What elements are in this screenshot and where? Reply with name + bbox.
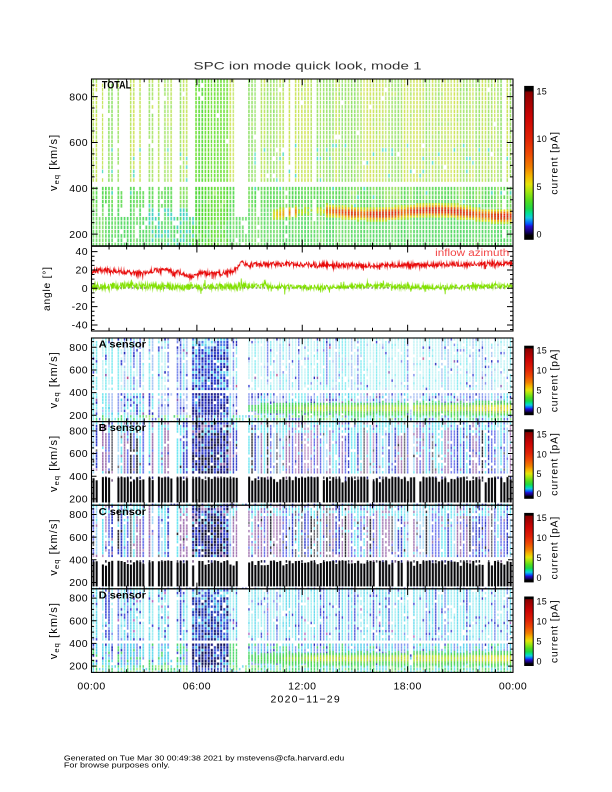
svg-text:200: 200 — [69, 661, 88, 673]
svg-text:12:00: 12:00 — [288, 681, 316, 693]
svg-text:B sensor: B sensor — [99, 423, 146, 434]
svg-text:-20: -20 — [72, 301, 88, 313]
svg-text:current [pA]: current [pA] — [550, 349, 561, 412]
svg-text:0: 0 — [537, 656, 542, 666]
svg-text:D sensor: D sensor — [99, 590, 146, 601]
svg-text:TOTAL: TOTAL — [102, 80, 131, 92]
svg-text:15: 15 — [537, 597, 548, 607]
svg-text:veq [km/s]: veq [km/s] — [48, 134, 61, 191]
svg-text:200: 200 — [69, 493, 88, 505]
svg-text:5: 5 — [537, 469, 542, 479]
svg-text:0: 0 — [82, 283, 88, 295]
svg-text:400: 400 — [69, 387, 88, 399]
svg-text:10: 10 — [537, 616, 548, 626]
svg-text:current [pA]: current [pA] — [550, 131, 561, 194]
svg-text:00:00: 00:00 — [499, 681, 527, 693]
svg-text:Generated on Tue Mar 30 00:49:: Generated on Tue Mar 30 00:49:38 2021 by… — [64, 755, 345, 762]
svg-text:current [pA]: current [pA] — [550, 432, 561, 495]
svg-text:inflow azimuth: inflow azimuth — [435, 248, 509, 259]
svg-text:200: 200 — [69, 410, 88, 422]
svg-text:15: 15 — [537, 429, 548, 439]
svg-text:current [pA]: current [pA] — [550, 600, 561, 663]
svg-text:10: 10 — [537, 449, 548, 459]
svg-text:0: 0 — [537, 573, 542, 583]
svg-text:800: 800 — [69, 509, 88, 521]
svg-text:400: 400 — [69, 638, 88, 650]
svg-text:5: 5 — [537, 553, 542, 563]
svg-text:current [pA]: current [pA] — [550, 516, 561, 579]
svg-text:C sensor: C sensor — [99, 507, 146, 518]
svg-text:For browse purposes only.: For browse purposes only. — [64, 763, 170, 770]
svg-text:400: 400 — [69, 554, 88, 566]
svg-text:0: 0 — [537, 406, 542, 416]
svg-text:SPC ion mode quick look, mode: SPC ion mode quick look, mode 1 — [194, 61, 422, 73]
svg-text:A sensor: A sensor — [99, 340, 146, 351]
svg-text:5: 5 — [537, 182, 542, 192]
svg-text:veq [km/s]: veq [km/s] — [48, 435, 61, 492]
svg-text:5: 5 — [537, 636, 542, 646]
svg-text:veq [km/s]: veq [km/s] — [48, 518, 61, 575]
svg-text:400: 400 — [69, 471, 88, 483]
svg-text:-40: -40 — [72, 320, 88, 332]
svg-text:0: 0 — [537, 230, 542, 240]
svg-text:20: 20 — [76, 265, 88, 277]
svg-text:00:00: 00:00 — [77, 681, 105, 693]
svg-text:10: 10 — [537, 533, 548, 543]
svg-text:600: 600 — [69, 365, 88, 377]
svg-text:veq [km/s]: veq [km/s] — [48, 351, 61, 408]
svg-text:600: 600 — [69, 448, 88, 460]
svg-text:2020−11−29: 2020−11−29 — [271, 694, 341, 706]
svg-text:800: 800 — [69, 593, 88, 605]
svg-text:800: 800 — [69, 91, 88, 103]
svg-text:15: 15 — [537, 86, 548, 96]
svg-text:10: 10 — [537, 366, 548, 376]
svg-text:06:00: 06:00 — [183, 681, 211, 693]
svg-text:800: 800 — [69, 426, 88, 438]
svg-text:15: 15 — [537, 346, 548, 356]
svg-text:800: 800 — [69, 342, 88, 354]
svg-text:40: 40 — [76, 246, 88, 258]
svg-text:200: 200 — [69, 577, 88, 589]
svg-text:veq [km/s]: veq [km/s] — [48, 602, 61, 659]
svg-text:18:00: 18:00 — [393, 681, 421, 693]
svg-text:600: 600 — [69, 137, 88, 149]
svg-text:10: 10 — [537, 134, 548, 144]
svg-text:angle [°]: angle [°] — [42, 266, 53, 311]
svg-text:0: 0 — [537, 489, 542, 499]
svg-text:200: 200 — [69, 229, 88, 241]
svg-text:5: 5 — [537, 386, 542, 396]
svg-text:400: 400 — [69, 183, 88, 195]
svg-text:600: 600 — [69, 615, 88, 627]
svg-text:600: 600 — [69, 532, 88, 544]
svg-text:15: 15 — [537, 513, 548, 523]
